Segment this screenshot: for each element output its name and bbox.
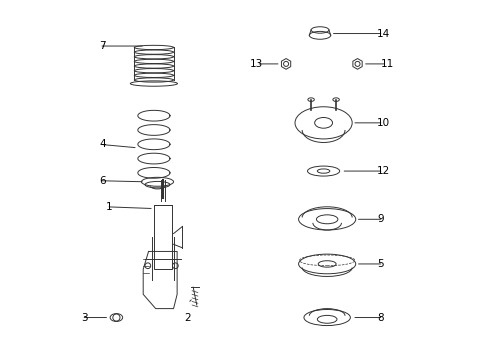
Text: 3: 3 [81, 312, 88, 323]
Text: 5: 5 [377, 259, 384, 269]
Text: 10: 10 [377, 118, 391, 128]
Text: 8: 8 [377, 312, 384, 323]
Text: 9: 9 [377, 214, 384, 224]
Text: 2: 2 [185, 312, 191, 323]
Text: 12: 12 [377, 166, 391, 176]
Text: 14: 14 [377, 28, 391, 39]
Text: 13: 13 [249, 59, 263, 69]
Text: 11: 11 [381, 59, 394, 69]
Bar [154, 205, 172, 269]
Text: 4: 4 [99, 139, 106, 149]
Text: 1: 1 [106, 202, 113, 212]
Text: 6: 6 [99, 176, 106, 186]
Text: 7: 7 [99, 41, 106, 51]
